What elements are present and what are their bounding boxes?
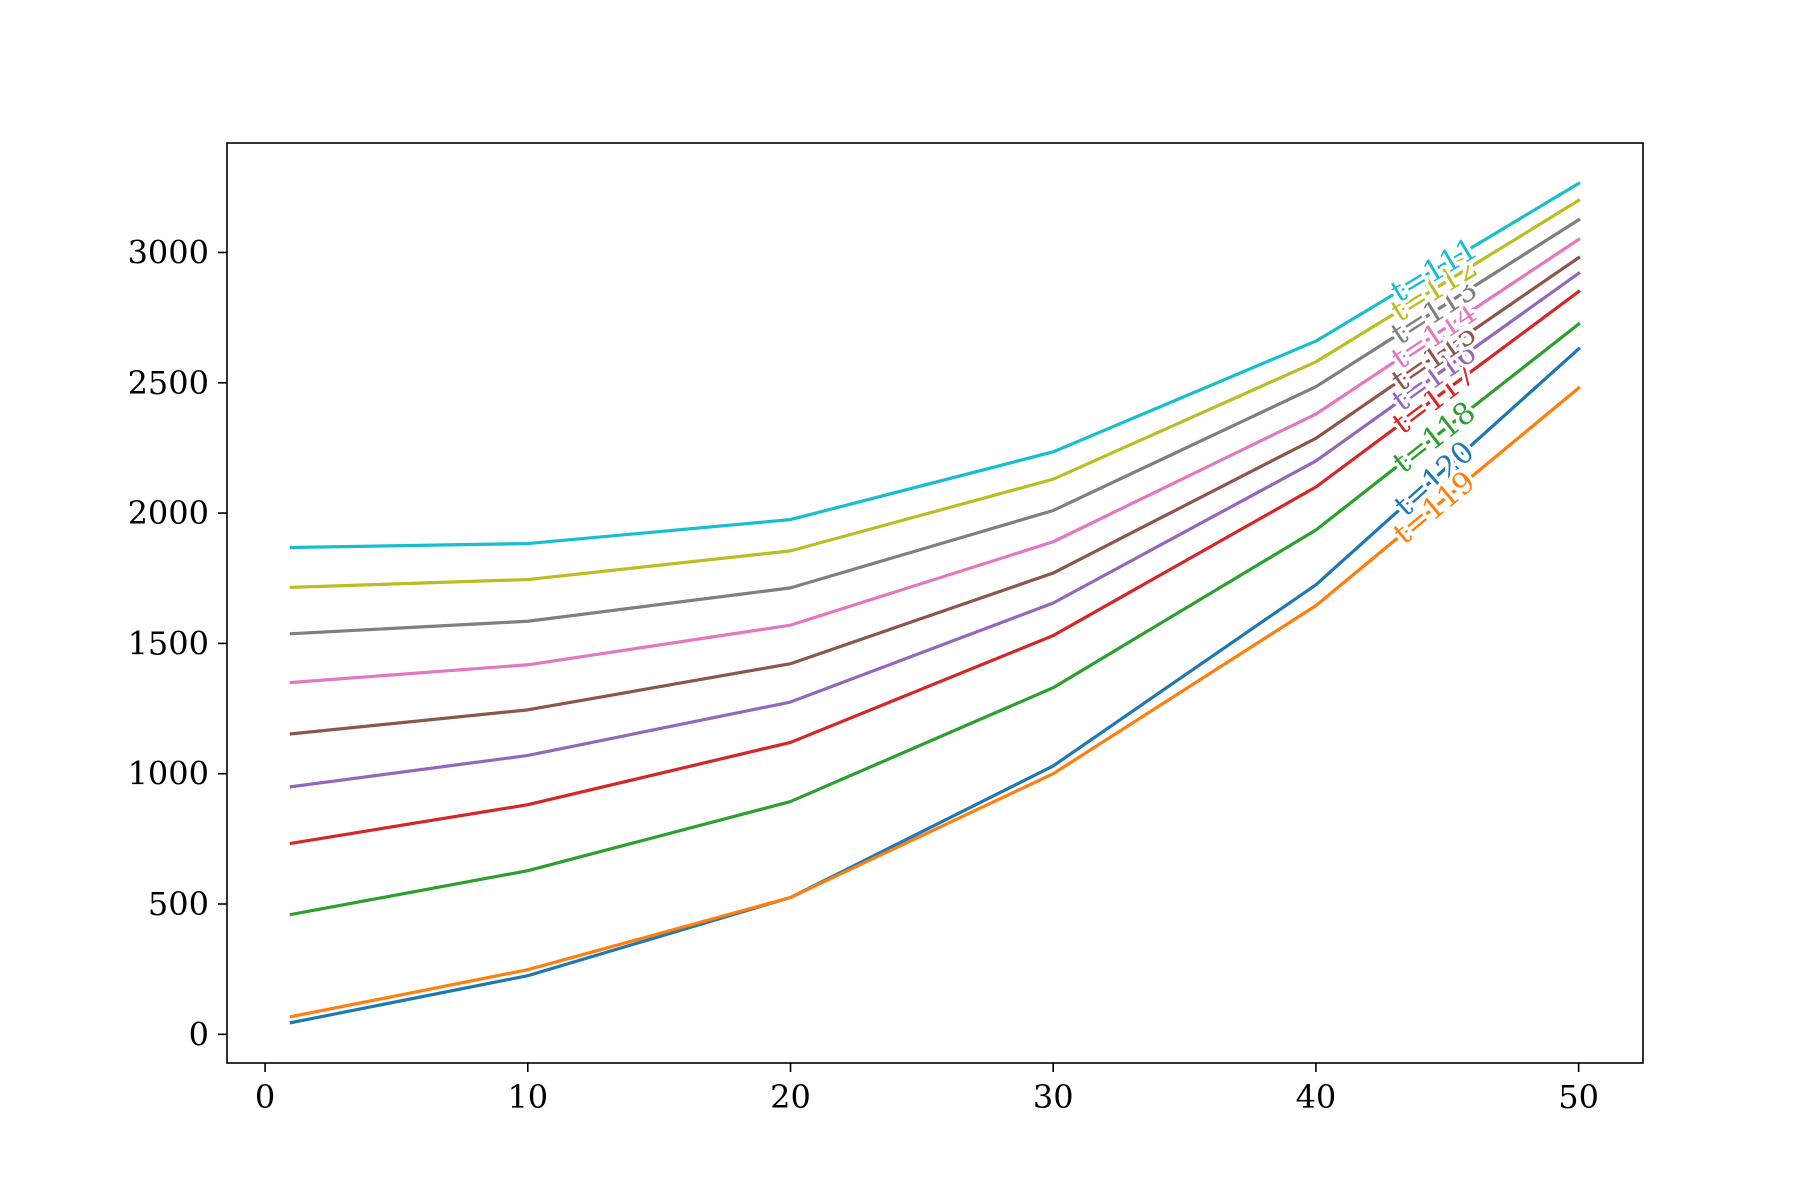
series-line-t-117: [289, 289, 1581, 846]
series-line-t-119: [289, 385, 1581, 1019]
y-tick-label: 2000: [128, 494, 209, 532]
series-line-t-118: [289, 321, 1581, 917]
series-line-t-115: [289, 255, 1581, 736]
x-tick-label: 20: [770, 1078, 811, 1116]
y-tick-label: 500: [148, 885, 209, 923]
y-tick-label: 1500: [128, 624, 209, 662]
series-line-t-111: [289, 181, 1581, 550]
y-axis: 0 500 1000 1500 2000 2500 3000: [128, 233, 227, 1053]
inline-series-labels: t=120t=119t=118t=117t=116t=115t=114t=113…: [1381, 228, 1487, 555]
y-tick-label: 3000: [128, 233, 209, 271]
series-line-t-116: [289, 271, 1581, 789]
series-line-t-114: [289, 237, 1581, 685]
series-group: [289, 181, 1581, 1025]
series-line-t-120: [289, 346, 1581, 1025]
plot-area-frame: [226, 142, 1644, 1064]
x-tick-label: 30: [1033, 1078, 1074, 1116]
series-line-t-113: [289, 217, 1581, 636]
x-tick-label: 40: [1296, 1078, 1337, 1116]
x-tick-label: 0: [255, 1078, 275, 1116]
x-tick-label: 50: [1558, 1078, 1599, 1116]
y-tick-label: 0: [189, 1015, 209, 1053]
x-tick-label: 10: [507, 1078, 548, 1116]
y-tick-label: 1000: [128, 755, 209, 793]
y-tick-label: 2500: [128, 364, 209, 402]
x-axis: 0 10 20 30 40 50: [255, 1063, 1599, 1116]
series-line-t-112: [289, 198, 1581, 590]
